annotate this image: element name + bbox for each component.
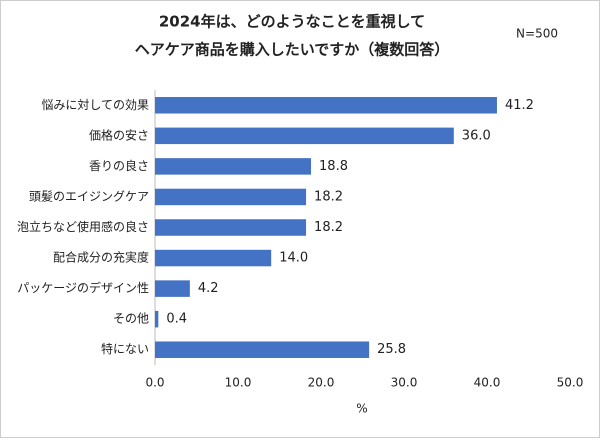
- y-tick-label: 頭髪のエイジングケア: [29, 189, 149, 203]
- y-tick-label: 泡立ちなど使用感の良さ: [17, 219, 149, 234]
- bar: [155, 249, 272, 267]
- y-tick-label: 配合成分の充実度: [53, 250, 149, 265]
- bar: [155, 188, 307, 206]
- x-tick-label: 40.0: [474, 376, 501, 390]
- bar: [155, 219, 307, 236]
- data-label: 18.2: [314, 220, 343, 235]
- data-label: 0.4: [166, 312, 187, 327]
- data-label: 18.2: [314, 189, 343, 204]
- y-tick-label: 価格の安さ: [89, 127, 149, 142]
- data-label: 4.2: [198, 281, 219, 296]
- bar: [155, 127, 454, 145]
- bar: [155, 341, 370, 358]
- data-label: 14.0: [279, 251, 308, 266]
- y-tick-label: パッケージのデザイン性: [17, 280, 149, 295]
- x-tick-label: 10.0: [225, 376, 252, 390]
- y-tick-label: 特にない: [101, 341, 149, 356]
- data-label: 36.0: [462, 128, 491, 143]
- x-tick-label: 0.0: [145, 376, 164, 390]
- y-tick-label: その他: [113, 312, 149, 326]
- data-label: 18.8: [319, 159, 348, 174]
- y-tick-label: 悩みに対しての効果: [41, 97, 149, 112]
- bar: [155, 280, 190, 297]
- bar: [155, 158, 312, 175]
- chart-title: 2024年は、どのようなことを重視して: [159, 13, 425, 31]
- chart-title: ヘアケア商品を購入したいですか（複数回答）: [135, 41, 450, 59]
- x-tick-label: 30.0: [391, 376, 418, 390]
- bar: [155, 310, 159, 328]
- x-axis-label: %: [356, 402, 367, 416]
- bar: [155, 97, 497, 114]
- y-tick-label: 香りの良さ: [89, 158, 149, 173]
- x-tick-label: 20.0: [308, 376, 335, 390]
- data-label: 41.2: [505, 98, 534, 113]
- annotation: N=500: [516, 27, 558, 41]
- data-label: 25.8: [377, 342, 406, 357]
- x-tick-label: 50.0: [557, 376, 584, 390]
